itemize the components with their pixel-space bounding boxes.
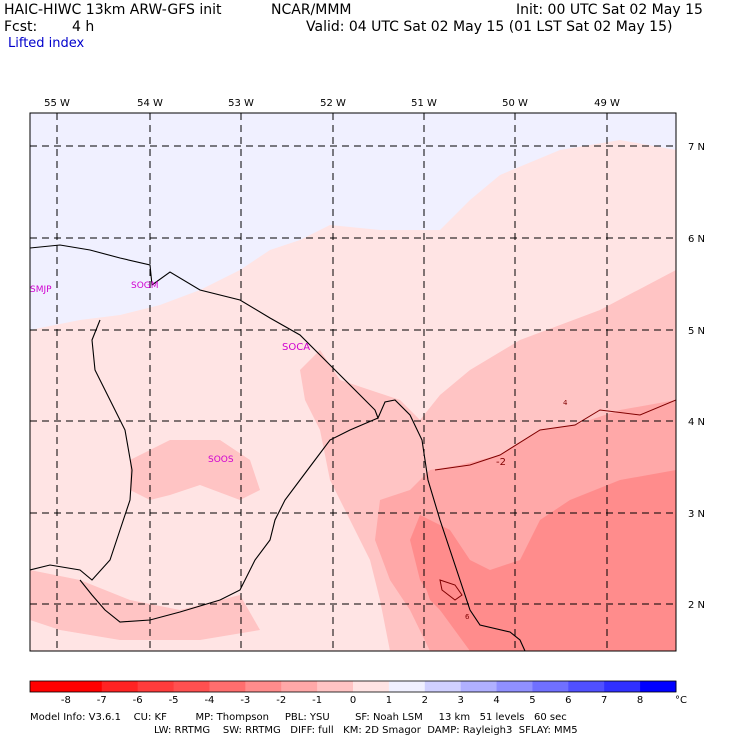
colorbar-unit: °C (675, 695, 687, 706)
station-label: SOOS (208, 455, 234, 465)
colorbar-tick-label: 8 (637, 695, 643, 706)
colorbar-tick-label: 7 (601, 695, 607, 706)
lat-label: 5 N (688, 326, 705, 337)
init-time: Init: 00 UTC Sat 02 May 15 (516, 2, 703, 18)
colorbar-swatch (460, 681, 498, 692)
station-label: SOCA (282, 342, 310, 353)
graticule (30, 113, 676, 651)
valid-time: Valid: 04 UTC Sat 02 May 15 (01 LST Sat … (306, 19, 673, 35)
colorbar-swatch (281, 681, 318, 692)
contour-label: 4 (563, 399, 568, 407)
colorbar-swatch (137, 681, 175, 692)
footer-line-2: LW: RRTMG SW: RRTMG DIFF: full KM: 2D Sm… (154, 725, 578, 736)
colorbar-swatch (209, 681, 246, 692)
colorbar-swatch (65, 681, 103, 692)
lat-label: 7 N (688, 142, 705, 153)
colorbar-swatch (317, 681, 354, 692)
org-label: NCAR/MMM (271, 2, 352, 18)
colorbar-swatch (388, 681, 426, 692)
model-title: HAIC-HIWC 13km ARW-GFS init (4, 2, 222, 18)
lon-label: 55 W (44, 98, 70, 109)
lat-label: 4 N (688, 417, 705, 428)
colorbar-swatch (173, 681, 210, 692)
lat-label: 6 N (688, 234, 705, 245)
station-label: SOGM (131, 281, 159, 291)
colorbar-swatch (101, 681, 139, 692)
coastline (30, 244, 526, 651)
map-frame (29, 112, 677, 652)
colorbar-swatch (424, 681, 462, 692)
colorbar-swatch (353, 681, 390, 692)
lon-label: 54 W (137, 98, 163, 109)
colorbar-tick-label: 4 (493, 695, 499, 706)
colorbar-tick-label: -6 (133, 695, 143, 706)
lon-label: 52 W (320, 98, 346, 109)
lat-label: 2 N (688, 600, 705, 611)
colorbar-swatch (496, 681, 533, 692)
field-name: Lifted index (8, 36, 85, 51)
forecast-hours: 4 h (72, 19, 95, 35)
colorbar-tick-label: 5 (529, 695, 535, 706)
colorbar-swatch (30, 681, 67, 692)
colorbar-tick-label: -7 (97, 695, 107, 706)
colorbar-tick-label: -3 (240, 695, 250, 706)
colorbar-tick-label: 2 (422, 695, 428, 706)
colorbar-swatch (245, 681, 282, 692)
footer-line-1: Model Info: V3.6.1 CU: KF MP: Thompson P… (30, 712, 567, 723)
lon-label: 49 W (594, 98, 620, 109)
colorbar-tick-label: 6 (565, 695, 571, 706)
shaded-field (30, 113, 676, 651)
contour-label: -2 (496, 457, 506, 468)
colorbar-tick-label: -1 (312, 695, 322, 706)
lon-label: 51 W (411, 98, 437, 109)
colorbar-tick-label: 0 (350, 695, 356, 706)
colorbar-tick-label: 1 (386, 695, 392, 706)
colorbar-swatch (568, 681, 605, 692)
colorbar-tick-label: -8 (61, 695, 71, 706)
forecast-label: Fcst: (4, 19, 38, 35)
colorbar-frame (29, 680, 677, 693)
colorbar-tick-label: -5 (169, 695, 179, 706)
colorbar-swatch (532, 681, 569, 692)
colorbar-tick-label: -4 (204, 695, 214, 706)
colorbar: -8 -7 -6 -5 -4 -3 -2 -1 0 1 2 3 4 5 6 7 8 (29, 680, 677, 706)
colorbar-swatch (640, 681, 677, 692)
lon-label: 53 W (228, 98, 254, 109)
contour-label: 6 (465, 613, 470, 621)
lat-label: 3 N (688, 509, 705, 520)
lon-label: 50 W (502, 98, 528, 109)
station-label: SMJP (30, 285, 52, 295)
colorbar-tick-label: -2 (276, 695, 286, 706)
colorbar-swatch (604, 681, 641, 692)
colorbar-tick-label: 3 (457, 695, 463, 706)
